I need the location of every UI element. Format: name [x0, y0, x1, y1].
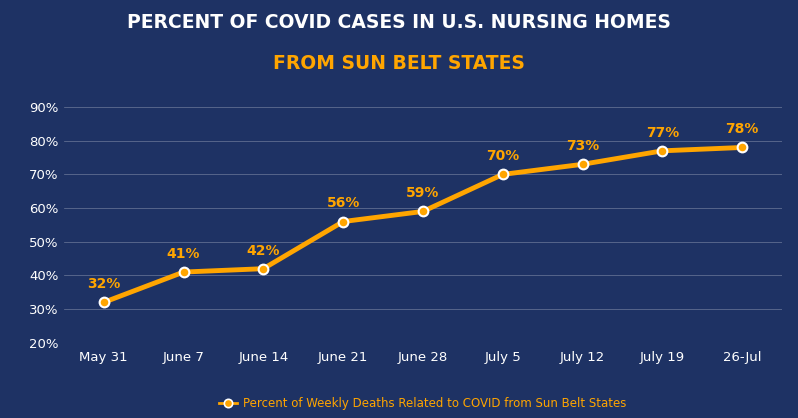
- Legend: Percent of Weekly Deaths Related to COVID from Sun Belt States: Percent of Weekly Deaths Related to COVI…: [215, 392, 631, 414]
- Text: 78%: 78%: [725, 122, 759, 136]
- Text: 73%: 73%: [566, 139, 599, 153]
- Text: 56%: 56%: [326, 196, 360, 210]
- Text: 70%: 70%: [486, 149, 519, 163]
- Text: 32%: 32%: [87, 277, 120, 291]
- Text: 59%: 59%: [406, 186, 440, 200]
- Text: 77%: 77%: [646, 126, 679, 140]
- Text: FROM SUN BELT STATES: FROM SUN BELT STATES: [273, 54, 525, 73]
- Text: PERCENT OF COVID CASES IN U.S. NURSING HOMES: PERCENT OF COVID CASES IN U.S. NURSING H…: [127, 13, 671, 31]
- Text: 42%: 42%: [247, 244, 280, 257]
- Text: 41%: 41%: [167, 247, 200, 261]
